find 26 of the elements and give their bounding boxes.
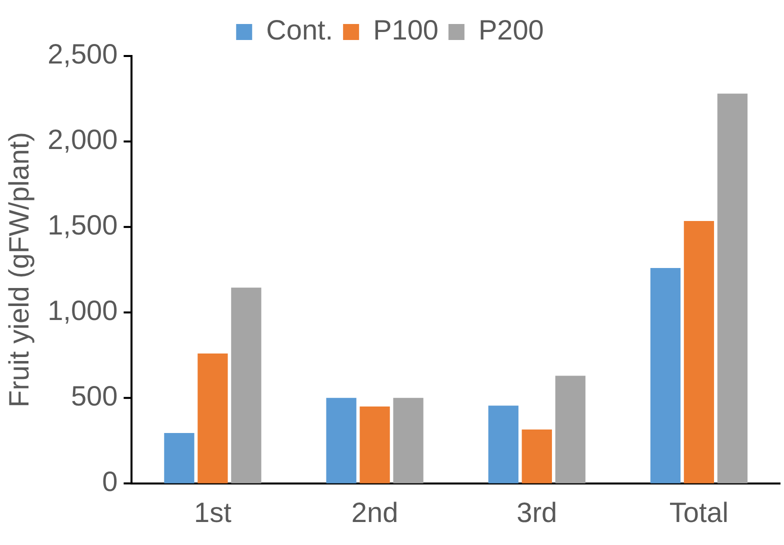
y-tick-label: 0: [102, 466, 118, 498]
legend-label: Cont.: [266, 14, 334, 46]
x-tick-label: 3rd: [516, 496, 558, 528]
bar: [326, 398, 356, 484]
bar: [393, 398, 424, 484]
y-axis-title: Fruit yield (gFW/plant): [4, 132, 35, 408]
legend-label: P100: [373, 14, 438, 46]
x-tick-label: Total: [669, 496, 729, 528]
bar: [555, 376, 586, 484]
legend-label: P200: [478, 14, 544, 46]
y-tick-label: 2,000: [48, 124, 118, 156]
x-tick-label: 1st: [194, 496, 232, 528]
bar: [717, 94, 748, 484]
bar: [488, 406, 518, 484]
bar: [522, 430, 552, 484]
bar: [198, 353, 228, 484]
x-tick-label: 2nd: [351, 496, 398, 528]
y-tick-label: 500: [70, 380, 118, 412]
y-tick-label: 1,000: [48, 295, 118, 326]
bar: [164, 432, 194, 484]
bar: [360, 406, 390, 484]
bar: [684, 220, 714, 484]
bar: [231, 288, 262, 484]
y-tick-label: 2,500: [48, 38, 118, 70]
bar: [650, 268, 681, 484]
y-tick-label: 1,500: [48, 210, 118, 241]
